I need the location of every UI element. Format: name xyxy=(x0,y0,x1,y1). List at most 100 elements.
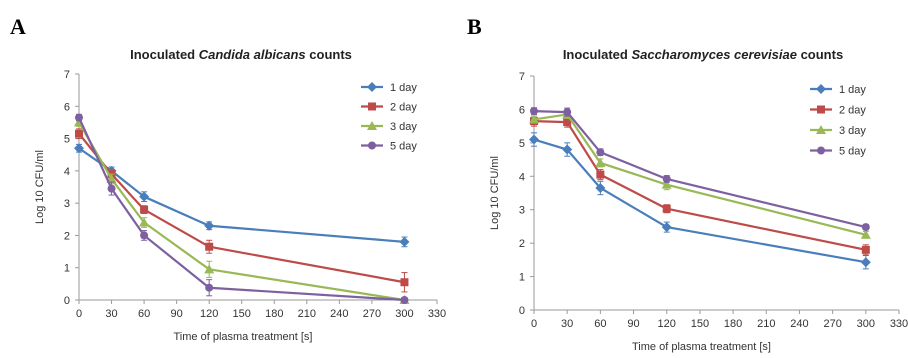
y-tick-label: 0 xyxy=(64,295,70,307)
y-axis-label: Log 10 CFU/ml xyxy=(489,156,501,230)
data-point xyxy=(75,129,83,138)
panel-letter: A xyxy=(10,14,26,39)
data-point xyxy=(529,134,539,145)
chart-title: Inoculated Saccharomyces cerevisiae coun… xyxy=(563,47,843,62)
legend-marker xyxy=(368,102,376,111)
data-point xyxy=(596,170,605,179)
legend-label: 1 day xyxy=(839,84,866,96)
x-tick-label: 120 xyxy=(658,318,676,330)
data-point xyxy=(595,157,606,167)
x-tick-label: 90 xyxy=(171,308,183,320)
legend-marker xyxy=(367,121,377,130)
x-tick-label: 150 xyxy=(233,308,251,320)
x-tick-label: 210 xyxy=(298,308,316,320)
legend-label: 3 day xyxy=(390,121,417,133)
series-5-day xyxy=(75,113,409,304)
x-tick-label: 60 xyxy=(138,308,150,320)
legend-entry: 1 day xyxy=(361,82,417,94)
data-point xyxy=(205,242,214,251)
x-tick-label: 0 xyxy=(531,318,537,330)
chart-title-species: Candida albicans xyxy=(199,47,306,62)
legend-marker xyxy=(817,146,825,155)
panel-letter: B xyxy=(467,14,482,39)
chart-title: Inoculated Candida albicans counts xyxy=(130,47,352,62)
data-point xyxy=(661,179,672,189)
data-point xyxy=(139,217,150,227)
x-tick-label: 60 xyxy=(594,318,606,330)
data-point xyxy=(662,204,671,213)
data-point xyxy=(562,144,573,155)
data-point xyxy=(661,222,672,233)
y-tick-label: 2 xyxy=(519,238,525,250)
data-point xyxy=(204,220,215,231)
data-point xyxy=(563,118,572,127)
x-tick-label: 210 xyxy=(757,318,775,330)
x-tick-label: 90 xyxy=(627,318,639,330)
chart-panel-b: B Inoculated Saccharomyces cerevisiae cou… xyxy=(467,14,908,353)
series-2-day xyxy=(75,128,409,293)
x-tick-label: 300 xyxy=(857,318,875,330)
series-line xyxy=(533,138,867,264)
y-tick-label: 2 xyxy=(64,230,70,242)
chart-title-prefix: Inoculated xyxy=(563,47,632,62)
x-axis-label: Time of plasma treatment [s] xyxy=(632,341,771,353)
data-point xyxy=(861,223,870,232)
legend-label: 5 day xyxy=(839,146,866,158)
legend-entry: 1 day xyxy=(810,84,866,96)
legend-marker xyxy=(368,141,376,150)
chart-title-suffix: counts xyxy=(306,47,352,62)
chart-title-prefix: Inoculated xyxy=(130,47,199,62)
data-point xyxy=(662,174,671,183)
y-tick-label: 6 xyxy=(519,104,525,116)
legend-label: 2 day xyxy=(390,102,417,114)
x-axis-label: Time of plasma treatment [s] xyxy=(174,331,313,343)
series-5-day xyxy=(530,107,870,232)
y-tick-label: 7 xyxy=(519,71,525,83)
legend-label: 3 day xyxy=(839,125,866,137)
data-point xyxy=(530,107,538,116)
y-tick-label: 5 xyxy=(64,134,70,146)
data-point xyxy=(860,229,871,239)
y-tick-label: 6 xyxy=(64,101,70,113)
y-tick-label: 1 xyxy=(64,263,70,275)
x-tick-label: 30 xyxy=(561,318,573,330)
x-tick-label: 330 xyxy=(890,318,908,330)
y-tick-label: 0 xyxy=(519,305,525,317)
chart-title-species: Saccharomyces cerevisiae xyxy=(631,47,797,62)
series-line xyxy=(78,133,405,284)
x-tick-label: 30 xyxy=(105,308,117,320)
x-tick-label: 180 xyxy=(724,318,742,330)
data-point xyxy=(861,245,870,254)
legend-label: 1 day xyxy=(390,82,417,94)
y-tick-label: 3 xyxy=(64,198,70,210)
data-point xyxy=(399,236,410,247)
legend-label: 2 day xyxy=(839,105,866,117)
legend-marker xyxy=(816,125,826,134)
legend-entry: 3 day xyxy=(361,121,417,133)
x-tick-label: 180 xyxy=(265,308,283,320)
legend-entry: 5 day xyxy=(361,141,417,153)
series-line xyxy=(78,147,405,243)
data-point xyxy=(74,143,84,154)
x-tick-label: 150 xyxy=(691,318,709,330)
x-tick-label: 330 xyxy=(428,308,446,320)
y-tick-label: 4 xyxy=(64,166,70,178)
series-1-day xyxy=(529,132,871,270)
y-tick-label: 4 xyxy=(519,171,525,183)
data-point xyxy=(75,113,83,122)
data-point xyxy=(204,264,215,274)
legend-label: 5 day xyxy=(390,141,417,153)
series-3-day xyxy=(529,109,871,239)
data-point xyxy=(400,296,409,304)
chart-panel-a: A Inoculated Candida albicans counts 0 1 2 3 4… xyxy=(10,14,446,343)
legend-marker xyxy=(817,105,825,114)
x-tick-label: 270 xyxy=(823,318,841,330)
data-point xyxy=(400,278,409,287)
legend-entry: 2 day xyxy=(361,102,417,114)
x-tick-label: 240 xyxy=(790,318,808,330)
legend-entry: 3 day xyxy=(810,125,866,137)
x-tick-label: 300 xyxy=(395,308,413,320)
data-point xyxy=(107,184,116,193)
data-point xyxy=(860,257,871,268)
